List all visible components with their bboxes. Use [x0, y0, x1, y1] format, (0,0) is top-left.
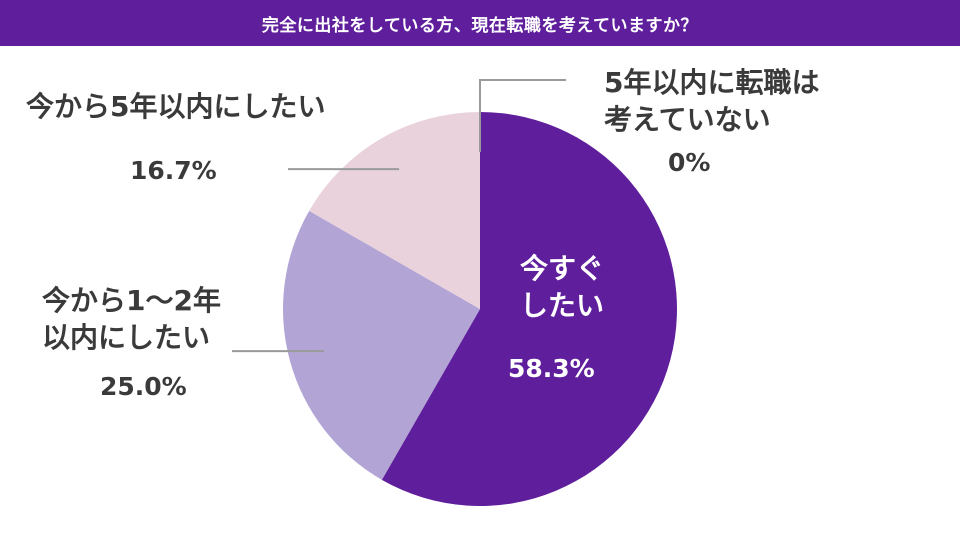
- slice-value-1-2-years: 25.0%: [100, 372, 187, 401]
- slice-1-2-years: [283, 210, 480, 480]
- slice-value-now: 58.3%: [508, 354, 595, 383]
- slice-value-not-considering: 0%: [668, 148, 711, 177]
- slice-label-not-considering-line2: 考えていない: [604, 103, 771, 136]
- chart-title: 完全に出社をしている方、現在転職を考えていますか？: [261, 15, 699, 36]
- slice-label-now-line1: 今すぐ: [520, 252, 605, 285]
- slice-now: [381, 112, 677, 507]
- slice-label-5-years-line1: 今から5年以内にしたい: [26, 90, 326, 123]
- slice-label-1-2-years-line2: 以内にしたい: [42, 321, 211, 354]
- slice-value-5-years: 16.7%: [130, 156, 217, 185]
- slice-label-1-2-years: 今から1～2年 以内にしたい: [42, 282, 221, 356]
- slice-label-now: 今すぐ したい: [520, 250, 604, 324]
- slice-5-years: [309, 112, 480, 309]
- slice-label-1-2-years-line1: 今から1～2年: [42, 284, 221, 317]
- slice-label-now-line2: したい: [520, 289, 605, 322]
- leader-line-not-considering: [479, 79, 566, 152]
- slice-label-not-considering: 5年以内に転職は 考えていない: [604, 64, 819, 138]
- slice-label-5-years: 今から5年以内にしたい: [26, 88, 325, 125]
- slice-label-not-considering-line1: 5年以内に転職は: [604, 66, 820, 99]
- chart-title-bar: 完全に出社をしている方、現在転職を考えていますか？: [0, 0, 960, 46]
